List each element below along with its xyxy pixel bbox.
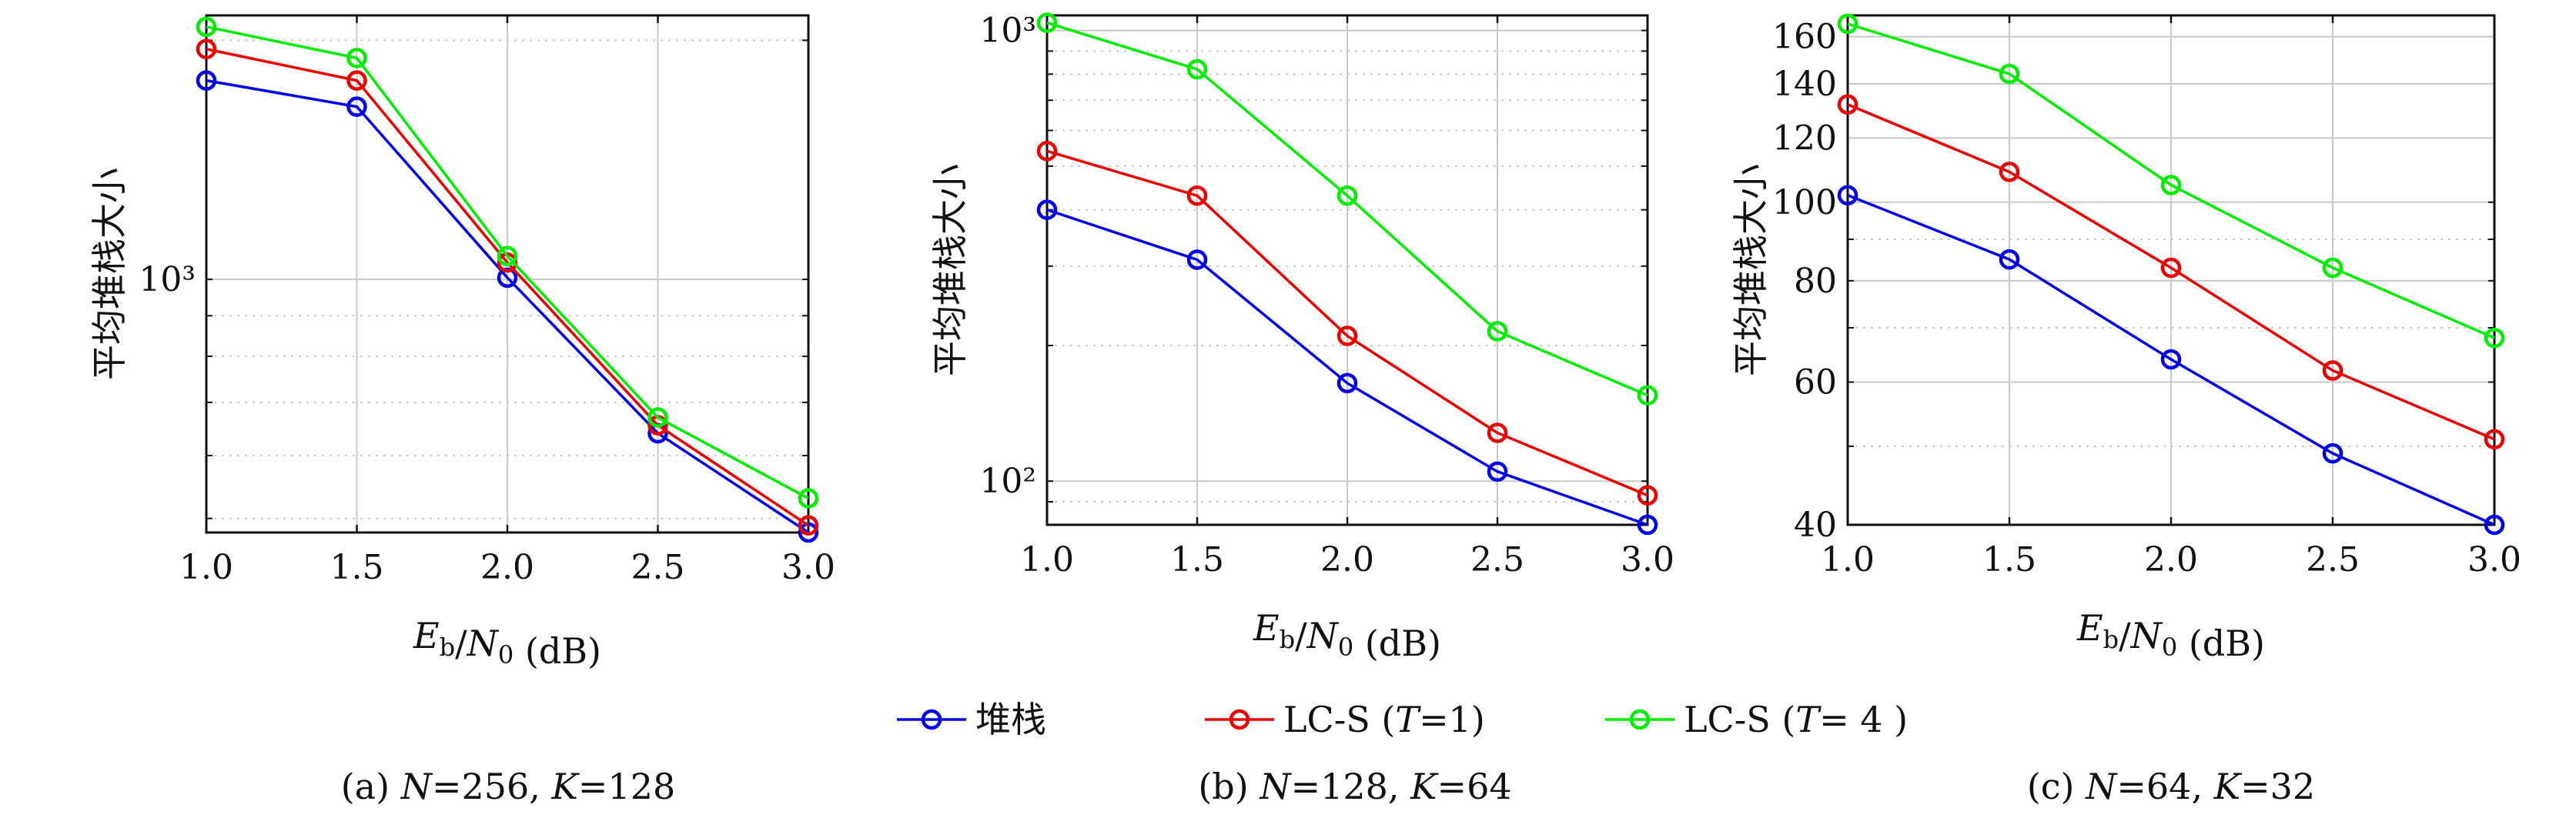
data-point — [346, 96, 367, 117]
data-point — [1487, 461, 1508, 482]
data-point — [196, 38, 217, 60]
panel-caption: (a) N=256, K=128 — [341, 766, 676, 807]
series-line — [1847, 194, 2495, 526]
data-point — [798, 515, 819, 536]
data-point — [1999, 162, 2020, 182]
data-point — [2322, 257, 2343, 279]
series-line — [206, 78, 809, 534]
data-point — [1837, 94, 1858, 115]
data-point — [647, 407, 668, 428]
x-tick-label: 1.5 — [1170, 540, 1224, 579]
data-point — [196, 70, 217, 91]
data-point — [2484, 429, 2505, 450]
x-tick-label: 1.0 — [179, 548, 233, 587]
legend-swatch-marker — [921, 709, 942, 730]
x-tick-label: 2.0 — [1320, 540, 1374, 579]
data-point — [2160, 257, 2182, 279]
series-line — [1847, 22, 2495, 339]
x-tick-label: 2.5 — [631, 548, 685, 587]
data-point — [1637, 385, 1658, 406]
data-point — [346, 70, 367, 91]
x-tick-label: 1.0 — [1821, 540, 1875, 579]
data-point — [1999, 63, 2020, 85]
data-point — [1637, 514, 1658, 536]
y-tick-label: 10³ — [979, 12, 1036, 51]
data-point — [1186, 58, 1208, 80]
series-line — [1046, 208, 1648, 526]
y-tick-label: 80 — [1794, 262, 1837, 301]
data-point — [1337, 185, 1358, 206]
x-axis-label: Eb/N0 (dB) — [413, 615, 601, 672]
data-point — [2322, 442, 2343, 464]
series-line — [1046, 21, 1648, 397]
data-point — [1186, 185, 1208, 206]
panels: 1.0 1.5 2.0 2.5 3.0 10³ Eb/N0 (dB) 平均堆栈大小 (a) N=… — [89, 12, 2521, 807]
data-point — [497, 267, 518, 289]
x-tick-label: 1.0 — [1020, 540, 1074, 579]
y-tick-label: 140 — [1772, 65, 1837, 104]
x-tick-label: 1.5 — [330, 548, 384, 587]
data-point — [346, 48, 367, 68]
x-tick-label: 3.0 — [1621, 540, 1674, 579]
y-tick-label: 60 — [1794, 362, 1837, 402]
data-point — [1036, 141, 1058, 162]
legend-swatch-marker — [1229, 709, 1250, 730]
data-point — [2484, 514, 2505, 536]
legend-label: LC-S (T= 4 ) — [1684, 699, 1908, 740]
y-tick-label: 100 — [1772, 183, 1837, 222]
chart-panel-3: 1.0 1.5 2.0 2.5 3.0 40 60 80 100 120 140 160 Eb/N0 (… — [1730, 13, 2521, 807]
series-line — [206, 48, 809, 527]
x-axis-label: Eb/N0 (dB) — [2076, 607, 2265, 664]
data-point — [196, 16, 217, 38]
legend-item: 堆栈 — [897, 699, 1046, 740]
data-point — [2322, 360, 2343, 381]
y-axis-label: 平均堆栈大小 — [89, 168, 130, 380]
legend-label: LC-S (T=1) — [1283, 699, 1485, 740]
x-tick-label: 2.5 — [1470, 540, 1524, 579]
series-line — [1046, 149, 1648, 497]
x-tick-label: 3.0 — [781, 548, 835, 587]
legend-label: 堆栈 — [975, 699, 1046, 740]
data-point — [798, 488, 819, 509]
data-point — [2160, 349, 2182, 370]
legend: 堆栈 LC-S (T=1) LC-S (T= 4 ) — [897, 699, 1908, 740]
data-point — [1186, 249, 1208, 270]
legend-swatch-marker — [1629, 709, 1651, 730]
y-tick-label: 120 — [1772, 119, 1837, 158]
x-tick-label: 2.0 — [480, 548, 534, 587]
data-point — [1036, 199, 1058, 220]
data-point — [1337, 326, 1358, 346]
legend-item: LC-S (T= 4 ) — [1605, 699, 1908, 740]
x-tick-label: 1.5 — [1982, 540, 2036, 579]
data-point — [1487, 422, 1508, 443]
data-point — [497, 245, 518, 266]
x-tick-label: 3.0 — [2467, 540, 2521, 579]
data-point — [1837, 13, 1858, 35]
panel-caption: (c) N=64, K=32 — [2027, 766, 2315, 807]
data-point — [1487, 321, 1508, 342]
legend-item: LC-S (T=1) — [1205, 699, 1485, 740]
data-point — [1637, 485, 1658, 506]
data-point — [2160, 175, 2182, 195]
data-point — [1837, 185, 1858, 205]
y-tick-label: 160 — [1772, 18, 1837, 57]
x-tick-label: 2.0 — [2144, 540, 2198, 579]
chart-panel-2: 1.0 1.5 2.0 2.5 3.0 10² 10³ Eb/N0 (dB) 平均堆栈大小 (b)… — [929, 12, 1674, 807]
y-tick-label: 10³ — [139, 260, 196, 299]
y-tick-label: 40 — [1794, 506, 1837, 545]
y-axis-label: 平均堆栈大小 — [929, 164, 971, 376]
data-point — [1999, 249, 2020, 270]
x-axis-label: Eb/N0 (dB) — [1253, 607, 1441, 664]
data-point — [1337, 372, 1358, 394]
chart-panel-1: 1.0 1.5 2.0 2.5 3.0 10³ Eb/N0 (dB) 平均堆栈大小 (a) N=… — [89, 14, 835, 807]
data-point — [2484, 327, 2505, 349]
panel-caption: (b) N=128, K=64 — [1198, 766, 1511, 807]
y-tick-label: 10² — [979, 462, 1036, 501]
data-point — [1036, 12, 1058, 33]
series-line — [206, 25, 809, 500]
x-tick-label: 2.5 — [2306, 540, 2360, 579]
y-axis-label: 平均堆栈大小 — [1730, 164, 1771, 376]
series-line — [1847, 103, 2495, 441]
